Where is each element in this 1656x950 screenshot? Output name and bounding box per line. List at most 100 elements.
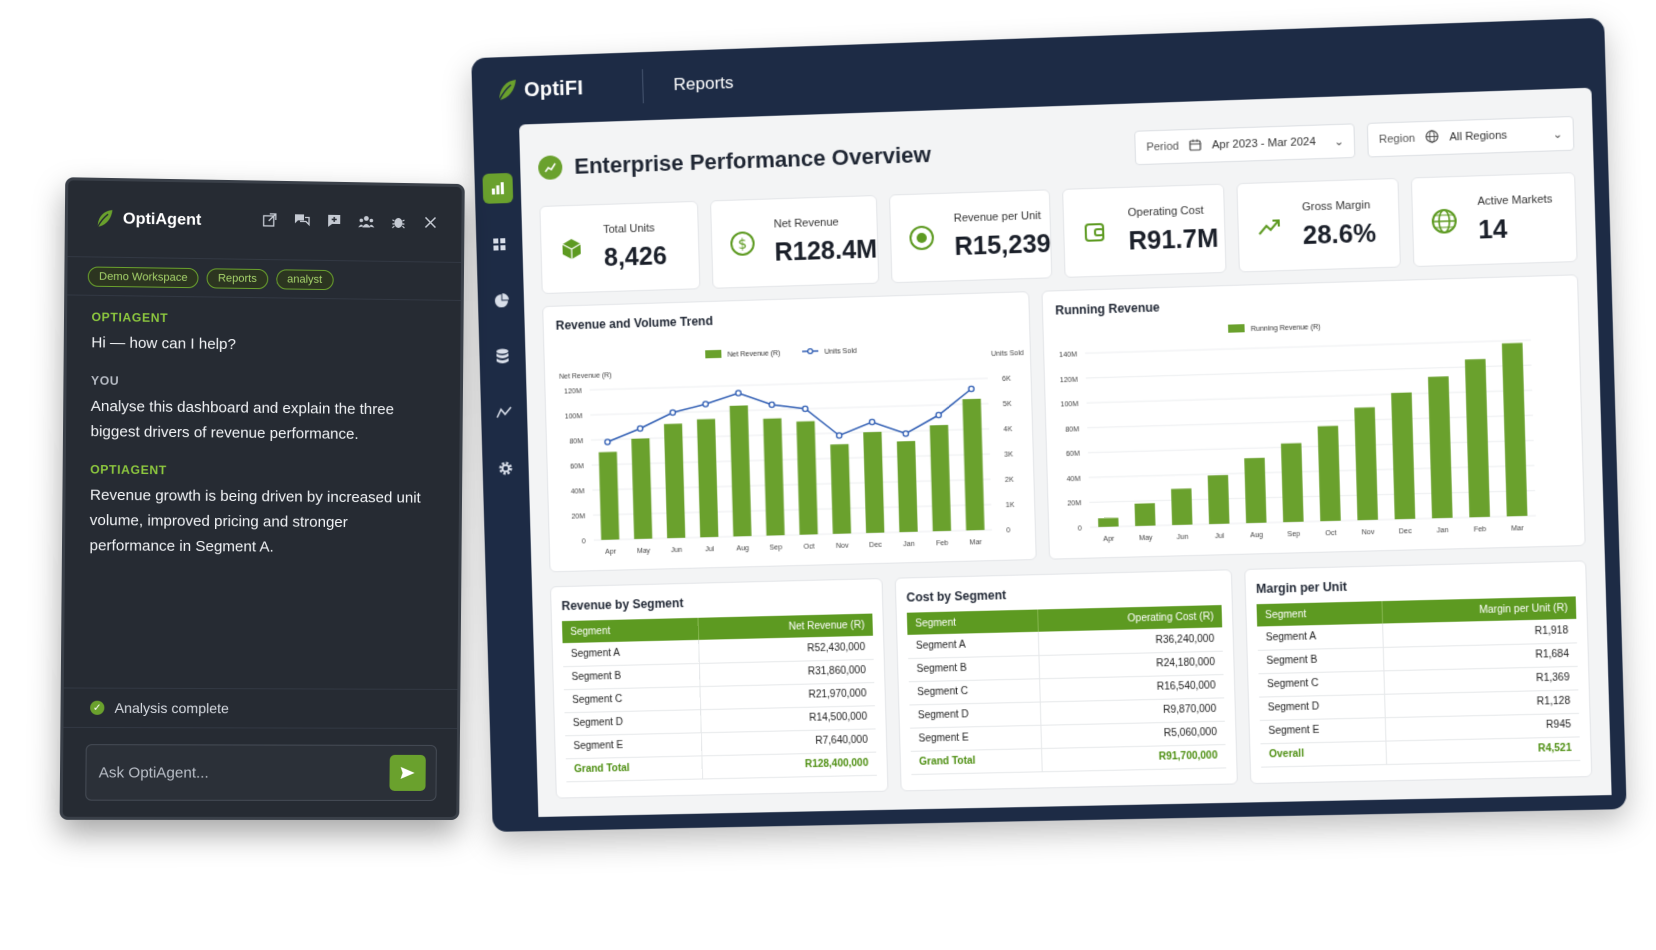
- nav-line-chart-icon[interactable]: [489, 397, 520, 428]
- y-tick-label: 60M: [570, 463, 584, 470]
- revenue-volume-svg: Net Revenue (R)Units Sold020M40M60M80M10…: [543, 292, 1038, 573]
- kpi-total-units[interactable]: Total Units 8,426: [539, 201, 700, 294]
- grid-line: [594, 530, 992, 540]
- revenue-volume-chart: Revenue and Volume Trend Net Revenue (R)…: [542, 291, 1037, 572]
- kpi-active-markets[interactable]: Active Markets 14: [1411, 172, 1577, 267]
- bar: [1244, 458, 1266, 523]
- region-filter[interactable]: Region All Regions ⌄: [1367, 116, 1574, 158]
- nav-gear-icon[interactable]: [490, 453, 521, 484]
- y2-tick-label: 4K: [1003, 426, 1012, 433]
- cell: Segment C: [1258, 670, 1385, 696]
- legend-label: Running Revenue (R): [1251, 324, 1321, 333]
- x-tick-label: Jun: [1177, 534, 1189, 541]
- y-tick-label: 100M: [1060, 401, 1078, 409]
- legend-swatch-running: [1228, 324, 1245, 333]
- bar: [763, 418, 785, 535]
- x-tick-label: Nov: [1362, 529, 1376, 536]
- kpi-label: Operating Cost: [1128, 204, 1218, 219]
- app-logo[interactable]: OptiFI: [496, 74, 617, 104]
- message-text: Revenue growth is being driven by increa…: [89, 483, 435, 561]
- units-line: [606, 386, 972, 442]
- bar: [897, 441, 918, 532]
- bar: [697, 419, 718, 537]
- line-point: [736, 390, 741, 395]
- chat-toolbar: [261, 213, 440, 233]
- grid-line: [593, 505, 991, 516]
- chip-reports[interactable]: Reports: [207, 268, 268, 289]
- period-value: Apr 2023 - Mar 2024: [1212, 136, 1316, 152]
- x-tick-label: Nov: [836, 543, 849, 550]
- cell: Segment D: [1259, 694, 1386, 720]
- bar: [1135, 503, 1156, 526]
- grid-line: [1090, 516, 1536, 528]
- y2-tick-label: 6K: [1002, 376, 1011, 383]
- cell: Segment E: [565, 732, 702, 758]
- optiagent-panel: OptiAgent Demo Workspace Reports a: [60, 177, 465, 820]
- line-point: [703, 401, 708, 406]
- region-value: All Regions: [1449, 129, 1507, 143]
- check-circle-icon: ✓: [90, 701, 104, 715]
- grid-line: [1085, 340, 1531, 353]
- external-link-icon[interactable]: [261, 213, 279, 230]
- margin-per-unit-table: Segment Margin per Unit (R) Segment A R1,9…: [1257, 596, 1581, 767]
- y-tick-label: 80M: [569, 438, 583, 445]
- y-axis-label: Net Revenue (R): [559, 372, 612, 381]
- chat-bubbles-icon[interactable]: [293, 213, 311, 230]
- kpi-value: 8,426: [604, 242, 668, 273]
- column-header[interactable]: Segment: [907, 610, 1038, 635]
- line-point: [869, 419, 874, 424]
- chat-title: OptiAgent: [123, 210, 202, 229]
- x-tick-label: Feb: [1474, 526, 1487, 533]
- table-title: Margin per Unit: [1256, 574, 1576, 596]
- team-icon[interactable]: [357, 214, 375, 231]
- chevron-down-icon: ⌄: [1553, 127, 1563, 141]
- nav-dashboard-icon[interactable]: [482, 173, 513, 204]
- kpi-value: R91.7M: [1128, 224, 1219, 256]
- column-header[interactable]: Segment: [562, 618, 699, 643]
- nav-database-icon[interactable]: [487, 341, 518, 372]
- bar: [631, 438, 652, 539]
- send-icon[interactable]: [389, 755, 425, 791]
- chip-role[interactable]: analyst: [276, 269, 333, 290]
- nav-grid-icon[interactable]: [484, 229, 515, 260]
- context-chips: Demo Workspace Reports analyst: [67, 257, 461, 301]
- nav-pie-chart-icon[interactable]: [486, 285, 517, 316]
- grid-line: [1089, 491, 1535, 503]
- page-title: Enterprise Performance Overview: [574, 142, 931, 180]
- dollar-icon: $: [725, 227, 758, 260]
- period-filter[interactable]: Period Apr 2023 - Mar 2024 ⌄: [1135, 123, 1356, 165]
- line-point: [802, 406, 807, 411]
- cost-by-segment-table: Segment Operating Cost (R) Segment A R36,2…: [907, 605, 1226, 775]
- grid-line: [1089, 465, 1535, 477]
- message-author: OPTIAGENT: [91, 310, 436, 329]
- grid-line: [590, 404, 988, 415]
- bar: [962, 399, 984, 531]
- chat-input[interactable]: [99, 764, 390, 782]
- agent-message: OPTIAGENT Revenue growth is being driven…: [89, 462, 435, 560]
- bar: [730, 405, 752, 536]
- line-point: [836, 433, 841, 438]
- kpi-label: Total Units: [603, 221, 666, 235]
- kpi-operating-cost[interactable]: Operating Cost R91.7M: [1063, 184, 1227, 278]
- x-tick-label: Mar: [1511, 525, 1524, 532]
- cell: Segment A: [907, 632, 1038, 658]
- kpi-net-revenue[interactable]: $ Net Revenue R128.4M: [710, 195, 880, 289]
- x-tick-label: Mar: [969, 539, 982, 546]
- cell: Segment D: [565, 709, 702, 735]
- column-header[interactable]: Segment: [1257, 601, 1383, 626]
- grid-line: [1087, 390, 1533, 403]
- bug-icon[interactable]: [389, 215, 407, 232]
- kpi-label: Gross Margin: [1302, 199, 1376, 214]
- kpi-gross-margin[interactable]: Gross Margin 28.6%: [1236, 178, 1401, 273]
- section-title[interactable]: Reports: [673, 73, 734, 95]
- y-tick-label: 0: [1078, 525, 1082, 532]
- chip-workspace[interactable]: Demo Workspace: [88, 266, 199, 288]
- bar: [599, 452, 620, 540]
- dashboard-window: OptiFI Reports Enterprise Performanc: [471, 18, 1626, 832]
- close-icon[interactable]: [421, 215, 439, 232]
- x-tick-label: Apr: [1103, 536, 1115, 543]
- new-chat-icon[interactable]: [325, 214, 343, 231]
- kpi-value: R15,239: [954, 229, 1051, 261]
- main-content: Enterprise Performance Overview Period A…: [519, 88, 1612, 817]
- kpi-revenue-per-unit[interactable]: Revenue per Unit R15,239: [889, 189, 1053, 283]
